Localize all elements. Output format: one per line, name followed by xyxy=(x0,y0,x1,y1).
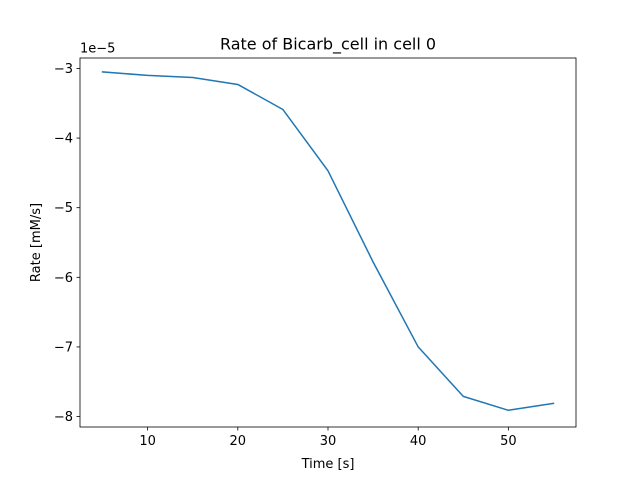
x-axis: 10 20 30 40 50 xyxy=(139,427,517,449)
chart-title: Rate of Bicarb_cell in cell 0 xyxy=(220,35,436,55)
x-tick-label: 20 xyxy=(230,434,247,449)
plot-frame xyxy=(79,57,577,428)
y-tick-label: −4 xyxy=(54,132,73,147)
rate-series-line xyxy=(101,71,555,412)
x-axis-label: Time [s] xyxy=(301,457,355,472)
x-tick-label: 30 xyxy=(320,434,337,449)
y-axis-label: Rate [mM/s] xyxy=(29,203,44,282)
y-tick-label: −8 xyxy=(54,410,73,425)
x-tick-label: 40 xyxy=(410,434,427,449)
y-offset-label: 1e−5 xyxy=(80,42,115,57)
y-tick-label: −3 xyxy=(54,62,73,77)
y-tick-label: −5 xyxy=(54,201,73,216)
x-tick-label: 10 xyxy=(139,434,156,449)
plot-area xyxy=(80,58,576,427)
x-tick-label: 50 xyxy=(500,434,517,449)
y-tick-label: −7 xyxy=(54,340,73,355)
y-tick-label: −6 xyxy=(54,271,73,286)
y-axis: −3 −4 −5 −6 −7 −8 xyxy=(54,62,80,425)
